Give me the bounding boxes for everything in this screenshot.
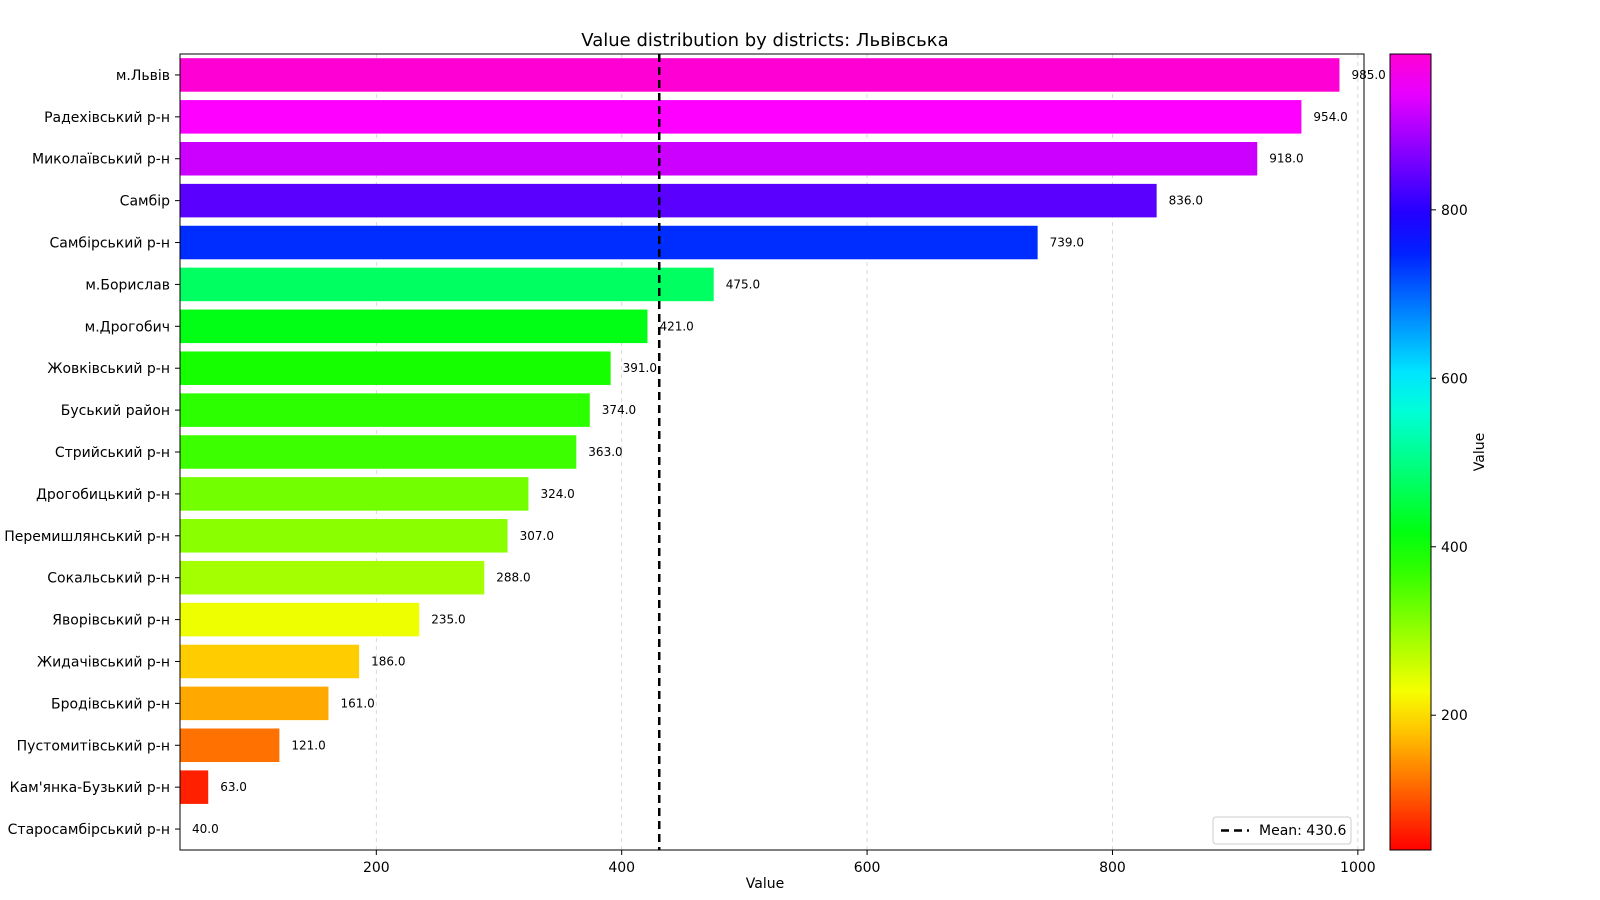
bar (180, 560, 485, 595)
x-tick-label: 1000 (1340, 860, 1376, 876)
x-axis-label: Value (746, 876, 784, 892)
category-label: Бродівський р-н (51, 696, 170, 712)
bar-value-label: 374.0 (602, 403, 636, 417)
bar (180, 225, 1038, 260)
category-label: м.Дрогобич (85, 319, 170, 335)
bar-value-label: 121.0 (291, 738, 325, 752)
bar (180, 267, 714, 302)
bar-value-label: 186.0 (371, 654, 405, 668)
bar (180, 141, 1258, 176)
category-label: Самбірський р-н (50, 236, 170, 252)
bar (180, 728, 280, 763)
bar (180, 100, 1302, 134)
legend: Mean: 430.6 (1212, 816, 1352, 845)
value-labels: 985.0 954.0 918.0 836.0 739.0 475.0 421.0 391.0… (192, 68, 1386, 836)
x-ticks: 200 400 600 800 1000 (363, 850, 1376, 876)
category-label: Самбір (120, 194, 170, 210)
category-label: Жидачівський р-н (37, 654, 170, 670)
colorbar-tick-label: 400 (1441, 540, 1468, 556)
category-label: Буський район (61, 403, 170, 419)
bar-value-label: 307.0 (520, 529, 554, 543)
bar-value-label: 235.0 (431, 613, 465, 627)
bar-value-label: 421.0 (659, 319, 693, 333)
colorbar-tick-label: 200 (1441, 708, 1468, 724)
bar-value-label: 391.0 (623, 361, 657, 375)
bar (180, 477, 529, 511)
bar-value-label: 739.0 (1050, 236, 1084, 250)
bar-value-label: 918.0 (1269, 152, 1303, 166)
legend-mean-label: Mean: 430.6 (1259, 823, 1346, 839)
category-label: Яворівський р-н (52, 613, 170, 629)
category-label: Сокальський р-н (47, 571, 170, 587)
colorbar-tick-label: 800 (1441, 203, 1468, 219)
bar (180, 770, 209, 804)
category-label: Миколаївський р-н (32, 152, 170, 168)
bar-value-label: 985.0 (1351, 68, 1385, 82)
bar-value-label: 475.0 (726, 277, 760, 291)
category-label: Жовківський р-н (47, 361, 170, 377)
x-tick-label: 400 (608, 860, 635, 876)
colorbar (1389, 53, 1432, 851)
bar (180, 393, 590, 427)
x-tick-label: 800 (1099, 860, 1126, 876)
bar-value-label: 324.0 (540, 487, 574, 501)
colorbar-ticks: 200 400 600 800 (1431, 203, 1468, 724)
category-label: Перемишлянський р-н (4, 529, 170, 545)
legend-box (1212, 816, 1352, 845)
category-label: Радехівський р-н (44, 110, 170, 126)
bar-value-label: 161.0 (340, 696, 374, 710)
category-label: м.Львів (116, 68, 170, 84)
bar (180, 58, 1340, 92)
bar (180, 519, 508, 553)
category-labels: м.Львів Радехівський р-н Миколаївський р-н… (4, 68, 180, 838)
bar-value-label: 363.0 (588, 445, 622, 459)
colorbar-label: Value (1472, 433, 1488, 471)
bar-value-label: 288.0 (496, 571, 530, 585)
bar-value-label: 63.0 (220, 780, 247, 794)
bar (180, 686, 329, 721)
category-label: Пустомитівський р-н (17, 738, 170, 754)
bar (180, 309, 648, 344)
category-label: Стрийський р-н (55, 445, 170, 461)
bar (180, 602, 420, 637)
category-label: Старосамбірський р-н (8, 822, 170, 838)
x-tick-label: 200 (363, 860, 390, 876)
chart-title: Value distribution by districts: Львівсь… (581, 30, 948, 51)
bar (180, 435, 577, 469)
bar (180, 183, 1157, 218)
bars (180, 58, 1340, 804)
bar-value-label: 40.0 (192, 822, 219, 836)
colorbar-tick-label: 600 (1441, 371, 1468, 387)
category-label: Кам'янка-Бузький р-н (10, 780, 170, 796)
bar-value-label: 954.0 (1313, 110, 1347, 124)
bar (180, 644, 360, 679)
category-label: м.Борислав (85, 277, 170, 293)
x-tick-label: 600 (854, 860, 881, 876)
category-label: Дрогобицький р-н (36, 487, 170, 503)
bar (180, 351, 611, 385)
bar-value-label: 836.0 (1169, 194, 1203, 208)
